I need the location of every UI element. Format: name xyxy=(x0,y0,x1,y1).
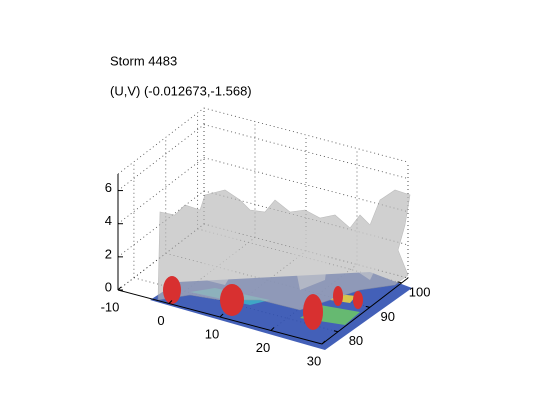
red-isosurface xyxy=(163,276,181,304)
axis-layer: 0 2 4 6 -10 0 10 20 30 80 90 100 xyxy=(101,174,431,368)
x-tick-label: 10 xyxy=(205,326,219,341)
gray-isosurface xyxy=(200,215,385,290)
z-tick-label: 6 xyxy=(105,180,112,195)
y-tick-label: 90 xyxy=(381,309,395,324)
y-tick xyxy=(333,330,339,333)
x-tick-label: 0 xyxy=(157,313,164,328)
z-tick-label: 0 xyxy=(105,279,112,294)
x-tick xyxy=(168,300,173,304)
red-isosurface xyxy=(220,284,244,316)
y-tick xyxy=(397,281,402,284)
x-tick-label: 20 xyxy=(256,340,270,355)
red-isosurface xyxy=(333,286,343,306)
chart-subtitle: (U,V) (-0.012673,-1.568) xyxy=(110,83,252,98)
z-tick-label: 4 xyxy=(105,213,112,228)
y-tick-label: 80 xyxy=(349,333,363,348)
red-isosurface xyxy=(353,291,363,309)
chart-title: Storm 4483 xyxy=(110,53,177,68)
z-tick-label: 2 xyxy=(105,246,112,261)
x-tick xyxy=(117,286,122,291)
y-tick xyxy=(365,305,370,308)
red-isosurface xyxy=(303,294,323,330)
isosurfaces xyxy=(150,189,412,350)
y-tick-label: 100 xyxy=(409,284,431,299)
x-tick xyxy=(219,313,224,318)
x-tick-label: 30 xyxy=(307,353,321,368)
x-tick xyxy=(270,327,275,331)
grid-layer xyxy=(117,107,409,345)
x-tick xyxy=(321,340,326,345)
x-tick-label: -10 xyxy=(101,299,120,314)
y-axis xyxy=(321,277,409,345)
